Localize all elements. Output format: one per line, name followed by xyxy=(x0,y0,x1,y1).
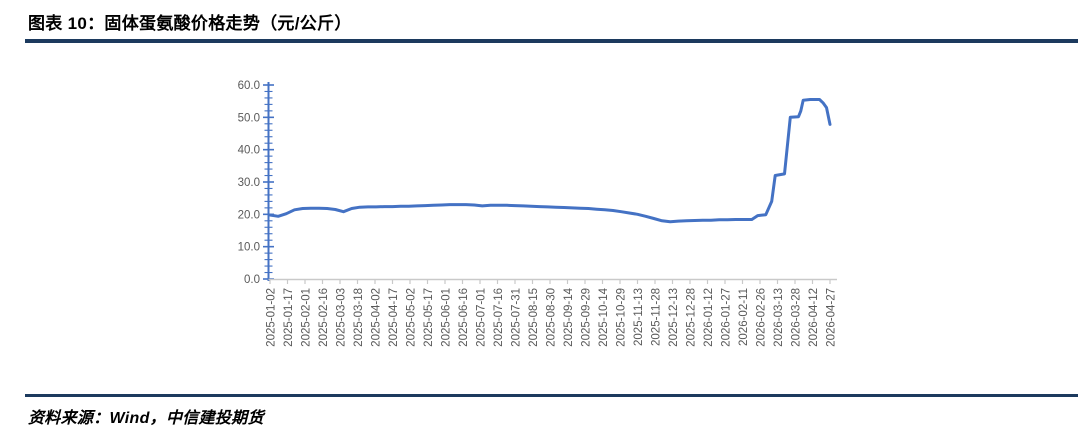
price-series-line xyxy=(268,98,832,224)
figure-title: 图表 10：固体蛋氨酸价格走势（元/公斤） xyxy=(28,14,352,33)
svg-text:2026-02-11: 2026-02-11 xyxy=(738,288,750,346)
svg-text:2025-07-01: 2025-07-01 xyxy=(476,288,488,347)
svg-text:2025-08-15: 2025-08-15 xyxy=(528,288,540,347)
svg-text:0.0: 0.0 xyxy=(244,274,260,286)
svg-text:2025-06-01: 2025-06-01 xyxy=(441,288,453,347)
svg-text:2025-02-16: 2025-02-16 xyxy=(318,288,330,347)
svg-text:2026-02-26: 2026-02-26 xyxy=(756,288,768,347)
x-tick-labels: 2025-01-02 2025-01-17 2025-02-01 2025-02-16… xyxy=(266,287,838,346)
y-axis xyxy=(263,82,274,281)
svg-text:2025-07-31: 2025-07-31 xyxy=(511,288,523,347)
svg-text:2025-10-29: 2025-10-29 xyxy=(616,288,628,347)
svg-text:2025-08-30: 2025-08-30 xyxy=(546,288,558,347)
svg-text:10.0: 10.0 xyxy=(238,242,260,254)
svg-text:2025-03-03: 2025-03-03 xyxy=(336,288,348,347)
svg-text:2025-11-28: 2025-11-28 xyxy=(651,288,663,346)
svg-text:2026-03-13: 2026-03-13 xyxy=(773,288,785,347)
svg-text:2025-02-01: 2025-02-01 xyxy=(301,288,313,347)
svg-text:2026-04-27: 2026-04-27 xyxy=(826,288,838,347)
footer-divider xyxy=(25,394,1078,397)
svg-text:60.0: 60.0 xyxy=(238,80,260,92)
svg-text:20.0: 20.0 xyxy=(238,209,260,221)
svg-text:2026-01-12: 2026-01-12 xyxy=(703,288,715,347)
svg-text:2025-09-14: 2025-09-14 xyxy=(563,287,575,346)
x-axis xyxy=(268,278,837,284)
svg-text:50.0: 50.0 xyxy=(238,112,260,124)
svg-text:2025-04-17: 2025-04-17 xyxy=(388,288,400,347)
svg-text:2025-11-13: 2025-11-13 xyxy=(633,288,645,346)
svg-text:2026-04-12: 2026-04-12 xyxy=(808,288,820,347)
svg-text:2025-12-28: 2025-12-28 xyxy=(686,288,698,347)
svg-text:40.0: 40.0 xyxy=(238,145,260,157)
svg-text:30.0: 30.0 xyxy=(238,177,260,189)
svg-text:2025-10-14: 2025-10-14 xyxy=(598,287,610,346)
header-divider xyxy=(25,39,1078,43)
svg-text:2026-01-27: 2026-01-27 xyxy=(721,288,733,347)
svg-text:2026-03-28: 2026-03-28 xyxy=(791,288,803,347)
svg-text:2025-07-16: 2025-07-16 xyxy=(493,288,505,347)
svg-text:2025-09-29: 2025-09-29 xyxy=(581,288,593,347)
svg-text:2025-01-02: 2025-01-02 xyxy=(266,288,278,347)
svg-text:2025-03-18: 2025-03-18 xyxy=(353,288,365,347)
svg-text:2025-05-17: 2025-05-17 xyxy=(423,288,435,347)
y-tick-labels: 0.0 10.0 20.0 30.0 40.0 50.0 60.0 xyxy=(238,80,260,286)
source-note: 资料来源：Wind，中信建投期货 xyxy=(28,410,264,427)
svg-text:2025-01-17: 2025-01-17 xyxy=(283,288,295,347)
svg-text:2025-05-02: 2025-05-02 xyxy=(406,288,418,347)
svg-text:2025-04-02: 2025-04-02 xyxy=(371,288,383,347)
svg-text:2025-06-16: 2025-06-16 xyxy=(458,288,470,347)
svg-text:2025-12-13: 2025-12-13 xyxy=(668,288,680,347)
